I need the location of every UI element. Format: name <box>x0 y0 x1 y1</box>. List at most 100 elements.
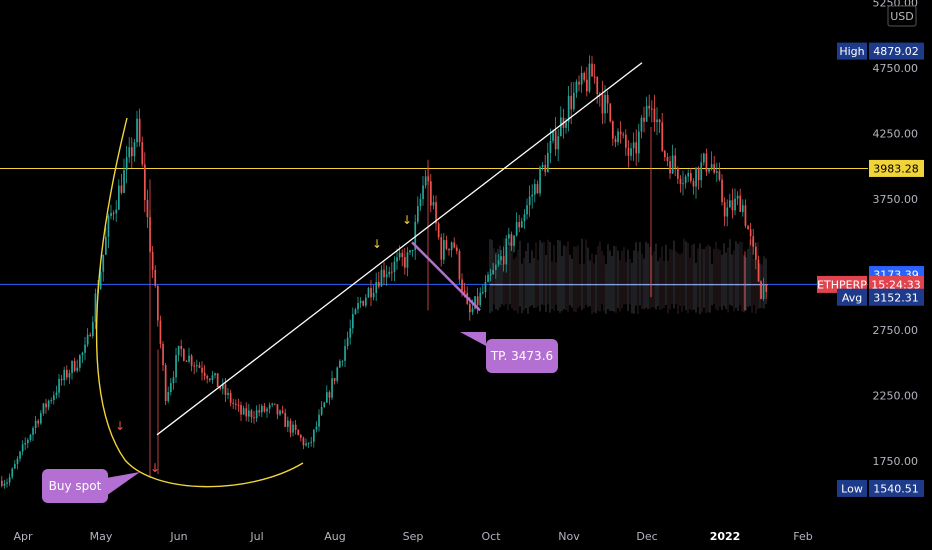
price-tag-name-bg <box>837 42 867 60</box>
candle-body <box>487 274 489 283</box>
callouts-layer[interactable]: TP. 3473.6 Buy spot <box>42 332 558 503</box>
candle-body <box>388 271 391 275</box>
candle-body <box>315 426 318 430</box>
price-axis-panel[interactable] <box>868 0 932 522</box>
price-tag-value: 3152.31 <box>873 291 919 304</box>
candle-body <box>339 361 341 368</box>
candle-body <box>159 320 162 344</box>
candle-body <box>362 300 365 306</box>
candle-body <box>320 407 323 415</box>
candle-body <box>443 240 445 260</box>
price-tick-label: 3750.00 <box>873 193 919 206</box>
candle-body <box>658 119 661 123</box>
candle-body <box>281 410 284 413</box>
candle-body <box>68 373 71 378</box>
candle-body <box>638 131 640 154</box>
candle-body <box>440 237 443 260</box>
candle-body <box>482 292 484 294</box>
tp-callout[interactable] <box>486 339 558 373</box>
candle-body <box>604 94 606 114</box>
time-tick-label: Dec <box>636 530 657 543</box>
volume-profile-layer <box>489 238 768 315</box>
candle-body <box>513 235 515 246</box>
candle-body <box>391 271 393 273</box>
time-tick-label: 2022 <box>710 530 741 543</box>
price-tag-value-bg <box>869 288 924 306</box>
candle-body <box>198 365 201 368</box>
candle-body <box>183 349 185 361</box>
candle-body <box>34 420 37 429</box>
price-tick-label: 4750.00 <box>873 62 919 75</box>
drawings-layer[interactable]: ↓ ↓ ↓ ↓ <box>95 62 643 488</box>
candle-body <box>435 202 437 224</box>
candle-body <box>760 281 762 299</box>
candle-body <box>671 155 674 174</box>
candle-body <box>471 308 474 313</box>
currency-box-border <box>887 5 917 27</box>
candle-body <box>118 185 120 210</box>
candle-body <box>138 118 141 143</box>
price-tick-label: 2750.00 <box>873 324 919 337</box>
candle-body <box>29 434 32 440</box>
price-axis[interactable]: 5250.00 4750.00 4250.00 3750.00 2750.00 2250.… <box>873 0 919 468</box>
price-tag-value-bg <box>869 42 924 60</box>
candle-body <box>302 437 305 446</box>
currency-box[interactable]: USD <box>887 5 917 27</box>
candle-body <box>752 236 755 247</box>
yellow-arrow-icon: ↓ <box>402 213 412 227</box>
candle-body <box>45 403 47 408</box>
candle-body <box>237 404 240 406</box>
candle-body <box>370 288 372 298</box>
candle-body <box>383 269 385 278</box>
trend-line[interactable] <box>156 62 643 436</box>
candle-body <box>567 95 570 123</box>
candle-body <box>209 378 211 381</box>
candle-body <box>458 251 461 280</box>
candle-body <box>289 420 292 433</box>
candle-body <box>489 274 492 276</box>
candle-body <box>424 176 427 186</box>
price-tag-name: Avg <box>842 291 862 304</box>
candle-body <box>250 410 253 418</box>
candle-body <box>536 184 539 194</box>
candle-body <box>404 257 406 268</box>
time-axis[interactable]: Apr May Jun Jul Aug Sep Oct Nov Dec 2022 Feb <box>13 530 812 543</box>
candle-body <box>323 402 326 408</box>
candle-body <box>531 194 534 197</box>
price-tag: Avg 3152.31 <box>837 288 924 306</box>
price-tag-name-bg <box>837 288 867 306</box>
candle-body <box>271 403 274 405</box>
candle-body <box>307 442 310 444</box>
candle-body <box>682 183 684 185</box>
candle-body <box>261 405 263 413</box>
candle-body <box>747 225 749 230</box>
candle-body <box>411 250 414 252</box>
candle-body <box>318 414 320 427</box>
candle-body <box>718 171 721 180</box>
candle-body <box>757 259 760 282</box>
candle-body <box>593 76 596 78</box>
candle-body <box>583 72 586 80</box>
candle-body <box>640 117 643 132</box>
buy-spot-callout[interactable] <box>42 469 108 503</box>
rounded-bottom-curve[interactable] <box>95 117 304 488</box>
candle-body <box>162 343 164 366</box>
candle-body <box>495 264 497 270</box>
candle-body <box>378 282 380 287</box>
candle-body <box>274 403 276 405</box>
candle-body <box>206 376 209 379</box>
candle-body <box>749 229 752 237</box>
candle-body <box>692 180 695 187</box>
candle-body <box>385 274 388 278</box>
candle-body <box>305 443 307 446</box>
price-tag-value: 15:24:33 <box>871 278 920 291</box>
candle-body <box>84 344 86 353</box>
candle-body <box>21 444 24 452</box>
candle-body <box>713 164 716 173</box>
candle-body <box>53 395 55 401</box>
candle-body <box>726 207 729 217</box>
candle-body <box>344 346 346 361</box>
candle-body <box>375 282 378 293</box>
